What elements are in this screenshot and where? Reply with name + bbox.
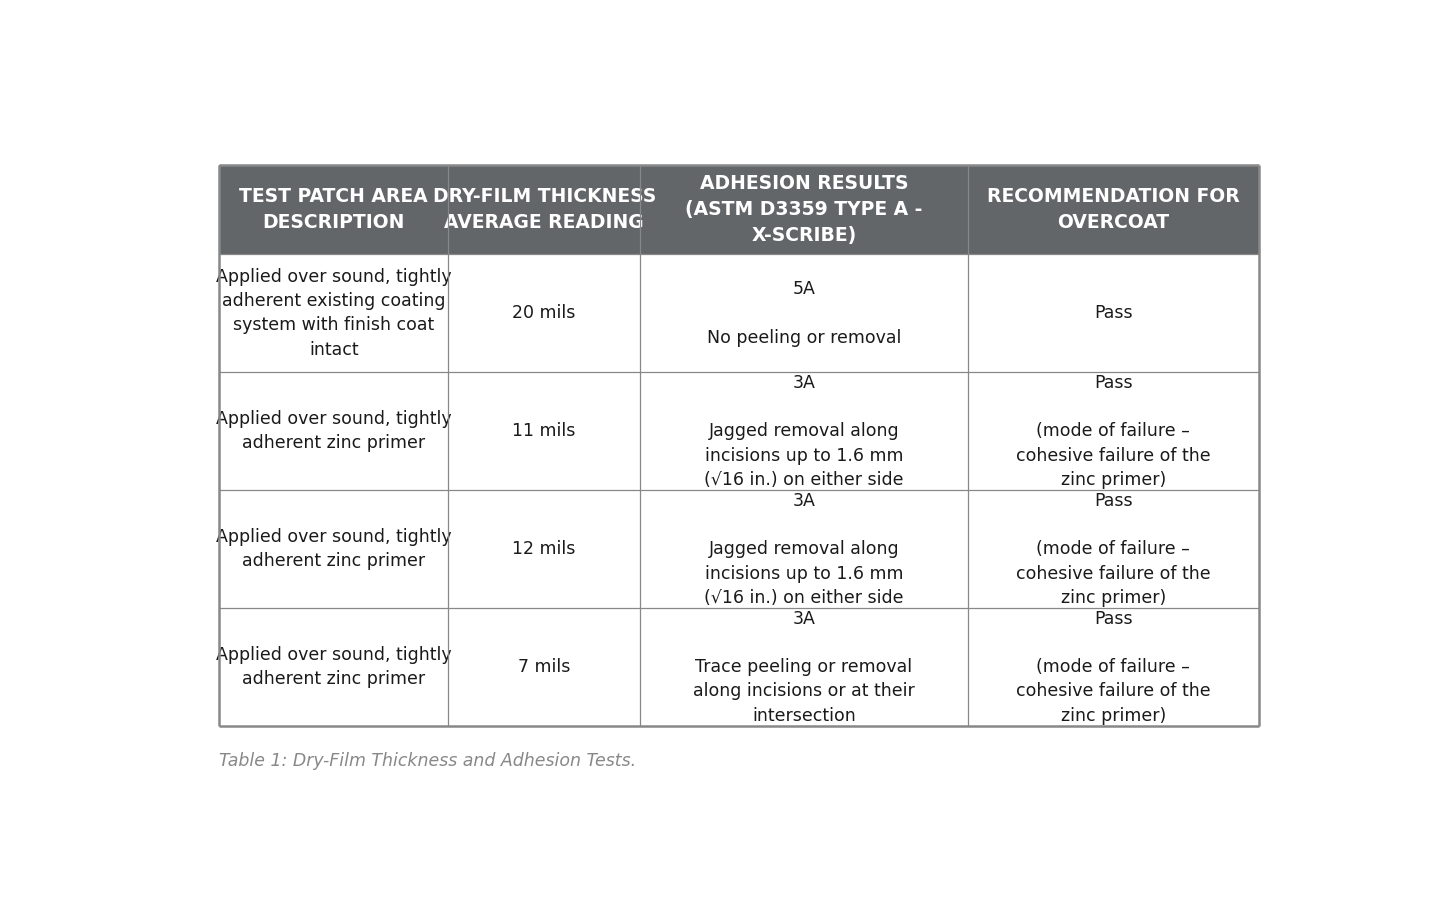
Text: Pass: Pass <box>1094 304 1132 323</box>
Text: Pass

(mode of failure –
cohesive failure of the
zinc primer): Pass (mode of failure – cohesive failure… <box>1015 610 1210 725</box>
Text: ADHESION RESULTS
(ASTM D3359 TYPE A -
X-SCRIBE): ADHESION RESULTS (ASTM D3359 TYPE A - X-… <box>685 174 923 245</box>
Bar <box>448 372 640 490</box>
Bar <box>640 372 968 490</box>
Text: 3A

Trace peeling or removal
along incisions or at their
intersection: 3A Trace peeling or removal along incisi… <box>694 610 914 725</box>
Bar <box>448 255 640 372</box>
Bar <box>219 165 448 255</box>
Text: DRY-FILM THICKNESS
AVERAGE READING: DRY-FILM THICKNESS AVERAGE READING <box>433 187 656 232</box>
Bar <box>968 372 1259 490</box>
Bar <box>219 608 448 726</box>
Text: Applied over sound, tightly
adherent zinc primer: Applied over sound, tightly adherent zin… <box>216 528 451 571</box>
Bar <box>968 255 1259 372</box>
Bar <box>968 608 1259 726</box>
Text: 5A

No peeling or removal: 5A No peeling or removal <box>707 280 901 347</box>
Text: Applied over sound, tightly
adherent existing coating
system with finish coat
in: Applied over sound, tightly adherent exi… <box>216 268 451 359</box>
Bar <box>448 490 640 608</box>
Bar <box>448 608 640 726</box>
Bar <box>968 165 1259 255</box>
Text: RECOMMENDATION FOR
OVERCOAT: RECOMMENDATION FOR OVERCOAT <box>986 187 1240 232</box>
Text: 3A

Jagged removal along
incisions up to 1.6 mm
(√16 in.) on either side: 3A Jagged removal along incisions up to … <box>704 492 904 607</box>
Bar <box>219 372 448 490</box>
Text: Applied over sound, tightly
adherent zinc primer: Applied over sound, tightly adherent zin… <box>216 410 451 452</box>
Text: 11 mils: 11 mils <box>512 422 575 440</box>
Bar <box>448 165 640 255</box>
Text: Table 1: Dry-Film Thickness and Adhesion Tests.: Table 1: Dry-Film Thickness and Adhesion… <box>219 752 636 770</box>
Text: 7 mils: 7 mils <box>518 658 571 676</box>
Text: 12 mils: 12 mils <box>512 540 575 558</box>
Text: 20 mils: 20 mils <box>512 304 575 323</box>
Text: 3A

Jagged removal along
incisions up to 1.6 mm
(√16 in.) on either side: 3A Jagged removal along incisions up to … <box>704 373 904 489</box>
Bar <box>640 165 968 255</box>
Text: Pass

(mode of failure –
cohesive failure of the
zinc primer): Pass (mode of failure – cohesive failure… <box>1015 492 1210 607</box>
Bar <box>640 608 968 726</box>
Bar <box>640 490 968 608</box>
Bar <box>640 255 968 372</box>
Bar <box>219 255 448 372</box>
Text: Pass

(mode of failure –
cohesive failure of the
zinc primer): Pass (mode of failure – cohesive failure… <box>1015 373 1210 489</box>
Text: TEST PATCH AREA
DESCRIPTION: TEST PATCH AREA DESCRIPTION <box>239 187 428 232</box>
Bar <box>968 490 1259 608</box>
Bar <box>219 490 448 608</box>
Text: Applied over sound, tightly
adherent zinc primer: Applied over sound, tightly adherent zin… <box>216 646 451 689</box>
